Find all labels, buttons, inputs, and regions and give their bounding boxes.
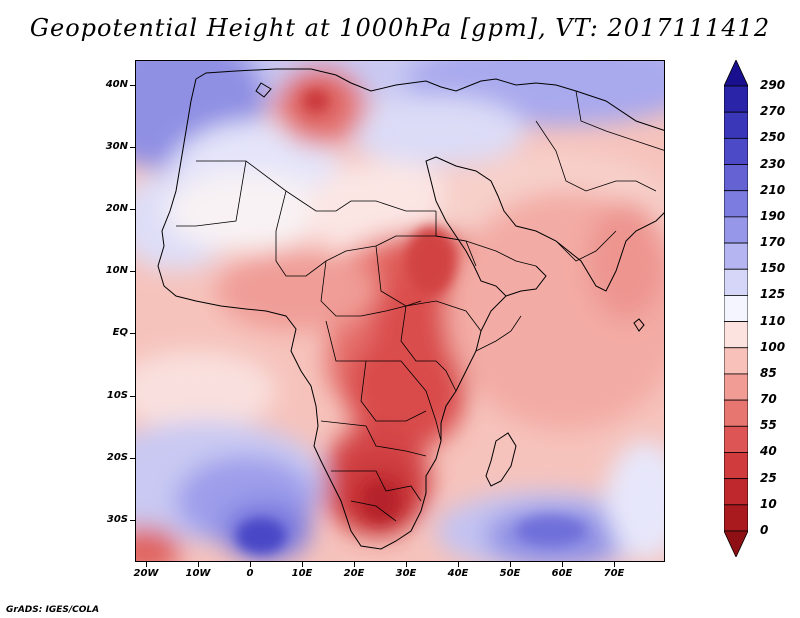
colorbar-level-label: 10 [760,496,777,511]
colorbar-level-label: 110 [760,313,786,328]
colorbar-segment [724,111,748,139]
colorbar-segment [724,373,748,401]
lon-label: 0 [246,568,254,579]
colorbar-top-arrow [724,60,748,87]
colorbar-level-label: 150 [760,261,786,276]
colorbar-segment [724,478,748,506]
lat-label: EQ [112,327,128,338]
lat-label: 20N [105,203,128,214]
lon-label: 70E [603,568,625,579]
lat-label: 30S [106,514,128,525]
colorbar-segment [724,321,748,349]
colorbar-bottom-arrow [724,530,748,557]
colorbar-segment [724,85,748,113]
credit-text: GrADS: IGES/COLA [6,605,100,615]
colorbar-segment [724,452,748,480]
colorbar-level-label: 55 [760,418,777,433]
colorbar-segment [724,425,748,453]
lon-label: 10W [185,568,211,579]
colorbar-segment [724,268,748,296]
field-detail [236,91,586,554]
colorbar-segment [724,137,748,165]
lat-label: 20S [106,452,128,463]
colorbar-level-label: 85 [760,365,777,380]
colorbar-level-label: 0 [760,523,769,537]
lon-label: 20E [343,568,365,579]
lon-label: 10E [291,568,313,579]
map-canvas [136,61,664,561]
colorbar-segment [724,242,748,270]
colorbar-level-label: 100 [760,339,786,354]
colorbar-level-label: 290 [760,78,786,92]
colorbar-segment [724,295,748,322]
colorbar-level-label: 125 [760,287,786,302]
colorbar-level-label: 70 [760,392,777,407]
colorbar-level-label: 25 [760,470,777,485]
colorbar-level-label: 210 [760,182,786,197]
colorbar-level-label: 270 [760,104,786,119]
map-panel [135,60,665,562]
colorbar-level-label: 190 [760,208,786,223]
colorbar-segment [724,216,748,244]
map-title: Geopotential Height at 1000hPa [gpm], VT… [29,14,771,42]
lon-label: 40E [447,568,469,579]
colorbar-level-label: 230 [760,156,786,171]
colorbar-segment [724,347,748,375]
lon-label: 60E [551,568,573,579]
lon-label: 50E [499,568,521,579]
lon-label: 20W [133,568,159,579]
colorbar-level-label: 250 [760,130,786,145]
lat-label: 10S [106,390,128,401]
colorbar-level-label: 170 [760,235,786,250]
lat-label: 30N [105,141,128,152]
country-borders [176,90,664,522]
colorbar-segment [724,399,748,427]
colorbar [724,60,748,557]
colorbar-segment [724,164,748,192]
colorbar-level-label: 40 [760,444,777,459]
colorbar-segment [724,504,748,532]
lat-label: 10N [105,265,128,276]
colorbar-segment [724,190,748,218]
lon-label: 30E [395,568,417,579]
lat-label: 40N [105,79,128,90]
